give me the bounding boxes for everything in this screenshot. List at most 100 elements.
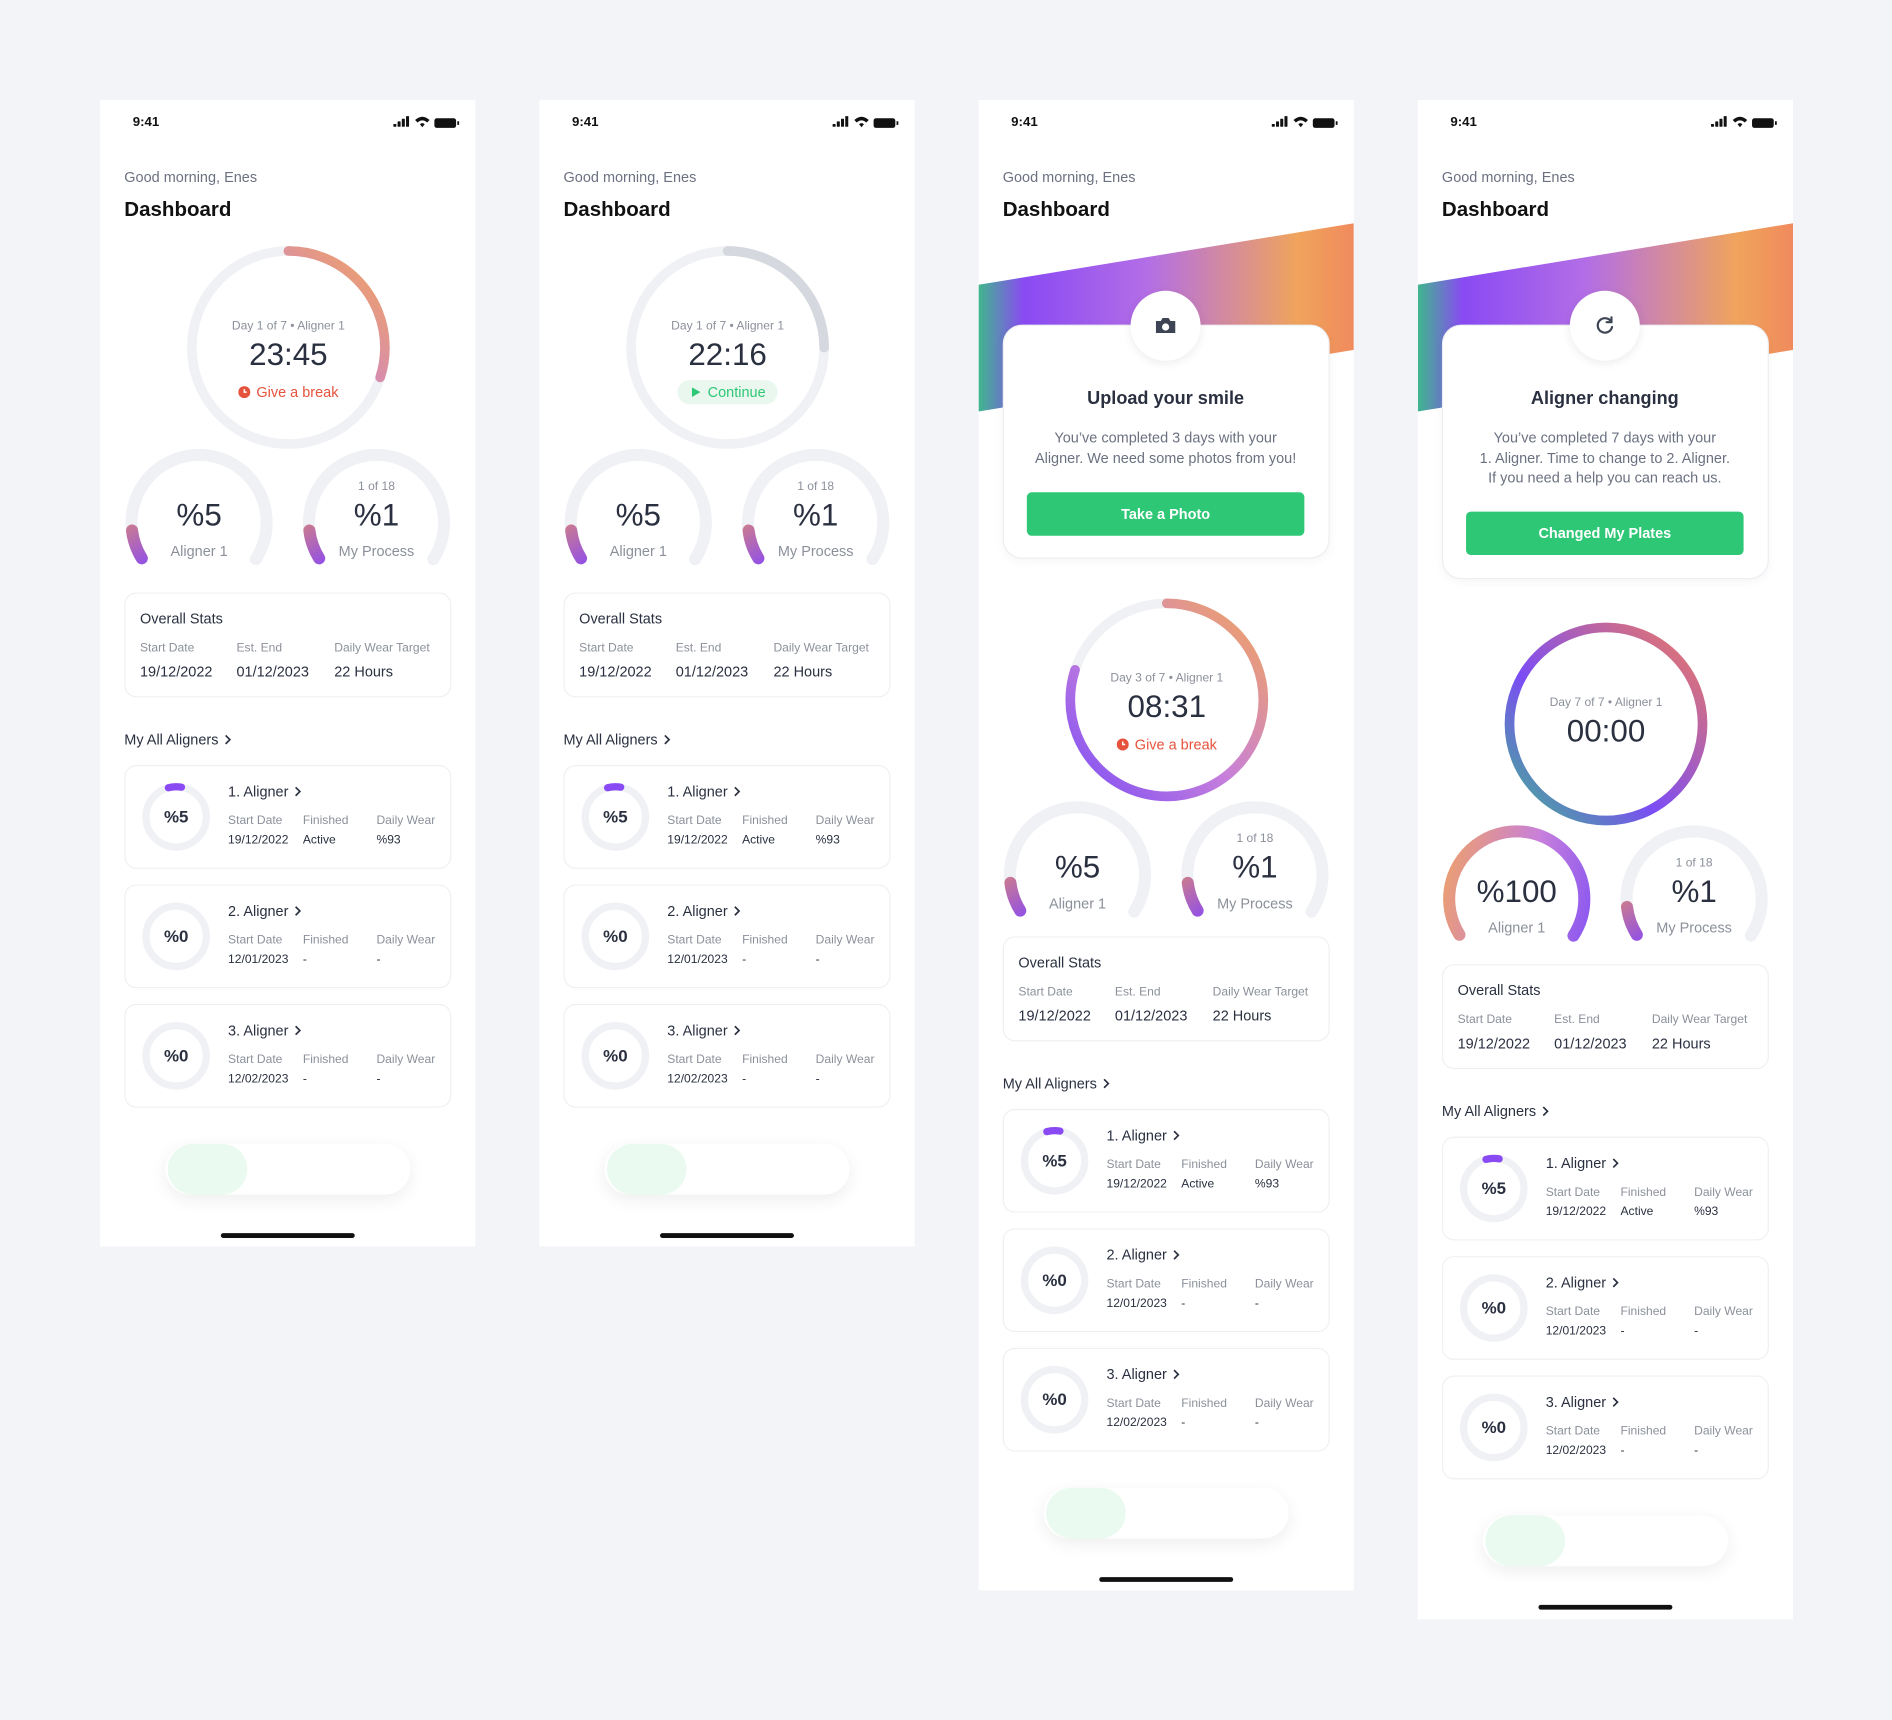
play-icon <box>691 387 701 397</box>
chevron-path <box>1612 1277 1619 1288</box>
aligner-field-label: Daily Wear <box>1254 1277 1314 1292</box>
aligner-field-value: - <box>376 953 381 967</box>
gauge-value: %1 <box>353 496 400 533</box>
stats-card <box>1441 964 1769 1070</box>
aligner-card[interactable] <box>1002 1108 1330 1213</box>
greeting: Good morning, Enes <box>124 168 258 186</box>
chevron-icon <box>1612 1158 1619 1169</box>
chevron-path <box>1103 1078 1110 1089</box>
timer-action[interactable]: Continue <box>677 380 778 405</box>
gauge-value: %1 <box>1232 848 1278 885</box>
aligner-name-text: 1. Aligner <box>1545 1154 1607 1172</box>
aligner-card[interactable] <box>1441 1136 1769 1241</box>
chevron-path <box>295 906 302 916</box>
aligner-card[interactable] <box>1002 1228 1330 1333</box>
aligner-card[interactable] <box>124 1003 452 1108</box>
aligner-field-value: - <box>1181 1297 1186 1311</box>
stat-label: Est. End <box>1554 1013 1600 1027</box>
aligner-name-text: 2. Aligner <box>228 902 289 920</box>
aligner-field-value: - <box>742 1072 747 1086</box>
aligners-link[interactable]: My All Aligners <box>124 731 233 748</box>
aligner-card[interactable] <box>1441 1375 1769 1480</box>
screen-title: Dashboard <box>563 197 671 221</box>
aligner-ring <box>581 1022 650 1090</box>
gauge-label: My Process <box>777 542 854 560</box>
stat-label: Est. End <box>1114 985 1161 1000</box>
gauge-label: My Process <box>338 542 415 560</box>
stat-label: Est. End <box>236 641 283 656</box>
aligner-field-label: Daily Wear <box>1254 1158 1314 1172</box>
gauge-caption: 1 of 18 <box>1675 856 1713 870</box>
aligner-field-value: 12/02/2023 <box>228 1072 289 1086</box>
stat-value: 22 Hours <box>773 663 833 681</box>
timer-progress <box>1065 598 1269 802</box>
stat-value: 19/12/2022 <box>1018 1007 1091 1025</box>
aligner-field-label: Finished <box>742 814 788 828</box>
aligner-field-value: 12/01/2023 <box>228 953 289 967</box>
aligner-field-label: Finished <box>302 1053 349 1067</box>
aligner-percent: %0 <box>1481 1297 1507 1318</box>
aligner-field-label: Daily Wear <box>1254 1397 1314 1411</box>
signal-bar <box>845 116 849 127</box>
card-title: Aligner changing <box>1530 388 1679 410</box>
stat-value: 19/12/2022 <box>579 663 652 681</box>
aligners-link[interactable]: My All Aligners <box>1442 1103 1551 1120</box>
gauge-progress <box>1003 801 1152 949</box>
chevron-path <box>225 734 232 745</box>
aligner-field-label: Finished <box>1181 1397 1227 1411</box>
timer-action[interactable]: Give a break <box>238 384 338 401</box>
aligner-field-label: Finished <box>742 933 788 948</box>
aligner-field-label: Finished <box>1620 1425 1667 1439</box>
aligner-card[interactable] <box>1441 1256 1769 1360</box>
stat-value: 22 Hours <box>334 663 394 681</box>
aligner-card[interactable] <box>124 765 452 869</box>
aligner-progress <box>1460 1154 1528 1223</box>
aligner-field-value: Active <box>1620 1205 1654 1219</box>
chevron-path <box>734 1025 741 1036</box>
aligner-card[interactable] <box>563 884 891 989</box>
wifi-icon <box>415 116 430 128</box>
chevron-path <box>1542 1106 1549 1117</box>
card-text: You’ve completed 7 days with your <box>1493 429 1717 447</box>
chevron-icon <box>295 906 302 916</box>
gauge-caption: 1 of 18 <box>358 480 395 494</box>
gauge-value: %1 <box>1671 872 1717 910</box>
aligner-card[interactable] <box>563 765 891 869</box>
aligner-name: 2. Aligner <box>667 903 742 919</box>
aligner-field-label: Start Date <box>1545 1186 1601 1200</box>
aligner-percent: %5 <box>1042 1150 1067 1170</box>
timer-progress <box>626 246 829 449</box>
aligner-field-value: 12/02/2023 <box>1545 1444 1607 1458</box>
aligner-field-label: Daily Wear <box>815 933 875 948</box>
chevron-icon <box>734 906 741 916</box>
home-indicator <box>1538 1604 1673 1610</box>
aligners-link[interactable]: My All Aligners <box>563 731 672 748</box>
aligner-field-value: - <box>376 1072 381 1086</box>
aligner-field-label: Start Date <box>228 1053 283 1067</box>
aligner-card[interactable] <box>1002 1347 1330 1452</box>
gauge-value: %5 <box>176 496 222 533</box>
primary-button[interactable]: Changed My Plates <box>1466 511 1744 556</box>
aligners-link[interactable]: My All Aligners <box>1003 1075 1112 1092</box>
stat-label: Daily Wear Target <box>773 641 869 656</box>
aligner-percent: %0 <box>163 1045 189 1065</box>
aligner-ring <box>1020 1365 1089 1434</box>
gauge-progress <box>125 448 273 597</box>
gauge-label: Aligner 1 <box>609 542 667 560</box>
gauge-label: My Process <box>1217 895 1293 912</box>
phone-screen: 9:41 Good morning, Enes Dashboard Day 1 of … <box>539 100 915 1247</box>
aligner-field-label: Daily Wear <box>376 933 436 948</box>
aligner-field-label: Finished <box>302 814 349 828</box>
aligner-percent: %5 <box>163 806 189 827</box>
aligner-card[interactable] <box>563 1003 891 1108</box>
battery-tip <box>457 121 460 125</box>
chevron-path <box>734 906 741 916</box>
aligner-card[interactable] <box>124 884 452 989</box>
timer-action[interactable]: Give a break <box>1116 736 1217 753</box>
aligner-field-value: - <box>1694 1324 1699 1339</box>
aligner-field-value: 19/12/2022 <box>228 833 289 848</box>
aligner-percent: %0 <box>163 926 189 946</box>
primary-button[interactable]: Take a Photo <box>1026 492 1305 536</box>
signal-bar <box>1284 116 1288 127</box>
gauge-progress <box>742 448 890 597</box>
